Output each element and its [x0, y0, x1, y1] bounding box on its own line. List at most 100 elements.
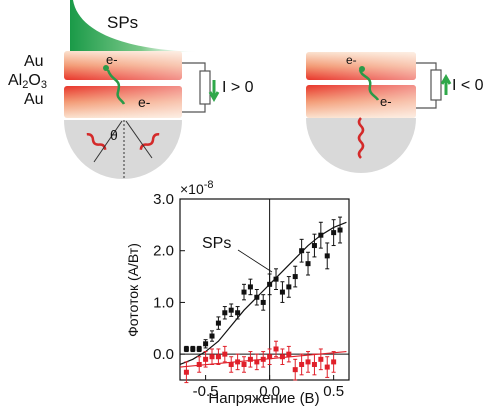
y-multiplier: ×10-8 [180, 179, 214, 197]
right-top-highlight [306, 52, 416, 80]
data-point [331, 230, 337, 236]
y-tick-label: 3.0 [153, 191, 174, 208]
right-light-wave [357, 117, 365, 159]
data-point [286, 351, 292, 357]
data-point [209, 354, 215, 360]
data-point [286, 284, 292, 290]
data-point [299, 361, 305, 367]
left-circuit-wire [182, 62, 206, 113]
y-tick-label: 1.0 [153, 294, 174, 311]
data-point [267, 281, 273, 287]
chart-points [183, 216, 343, 384]
y-axis-label: Фототок (А/Вт) [125, 243, 141, 337]
left-current-arrow [208, 80, 220, 103]
data-point [196, 346, 202, 352]
data-point [254, 359, 260, 365]
data-point [228, 361, 234, 367]
x-tick-label: -0.5 [193, 383, 219, 400]
data-point [305, 261, 311, 267]
au-top-label: Au [24, 53, 44, 70]
electron-dot-right [359, 66, 365, 72]
data-point [222, 310, 228, 316]
data-point [247, 356, 253, 362]
reflected-ray [125, 120, 153, 159]
data-point [292, 367, 298, 373]
data-point [292, 274, 298, 280]
left-resistor [199, 70, 211, 105]
sp-annotation: SPs [202, 235, 231, 252]
oxide-al: Al [8, 72, 22, 89]
x-axis-label: Напряжение (В) [208, 390, 319, 407]
right-current-arrow [440, 73, 452, 95]
data-point [235, 310, 241, 316]
oxide-o: O [28, 72, 40, 89]
data-point [215, 354, 221, 360]
y-tick-label: 2.0 [153, 243, 174, 260]
data-point [318, 232, 324, 238]
data-point [260, 299, 266, 305]
oxide-sub-2: 2 [22, 79, 28, 91]
reflected-light [139, 133, 160, 150]
right-resistor [430, 69, 442, 101]
left-schematic: SPs Au Al2O3 Au e- e- θ I > 0 [8, 0, 254, 179]
chart-frame [179, 198, 350, 381]
y-multiplier-exp: -8 [204, 179, 214, 191]
electron-path-left [106, 69, 126, 105]
data-point [318, 356, 324, 362]
data-point [324, 364, 330, 370]
right-electron-top-label: e- [346, 53, 357, 67]
data-point [311, 243, 317, 249]
electron-bottom-label: e- [138, 94, 151, 110]
au-bottom-label: Au [24, 91, 44, 108]
data-point [260, 356, 266, 362]
data-point [299, 248, 305, 254]
data-point [311, 361, 317, 367]
right-current-label: I < 0 [452, 77, 484, 94]
right-electron-bottom-label: e- [380, 94, 392, 109]
data-point [235, 359, 241, 365]
data-point [203, 341, 209, 347]
data-point [222, 351, 228, 357]
x-tick-label: 0.5 [323, 383, 344, 400]
right-circuit-wire [416, 62, 437, 109]
incident-ray [93, 120, 123, 163]
oxide-label: Al2O3 [8, 72, 47, 91]
data-point [273, 346, 279, 352]
electron-top-label: e- [106, 52, 118, 67]
electron-path-right [358, 69, 380, 101]
data-point [183, 346, 189, 352]
y-tick-label: 0.0 [153, 346, 174, 363]
data-point [267, 354, 273, 360]
left-prism [64, 120, 182, 179]
data-point [324, 253, 330, 259]
data-point [196, 361, 202, 367]
data-point [279, 289, 285, 295]
electron-dot-left [103, 65, 109, 71]
angle-symbol: θ [110, 127, 118, 143]
right-bottom-highlight [306, 85, 416, 118]
data-point [209, 333, 215, 339]
data-point [279, 354, 285, 360]
x-tick-label: 0.0 [259, 383, 280, 400]
oxide-sub-3: 3 [41, 79, 47, 91]
sp-annotation-leader [237, 249, 273, 273]
left-current-label: I > 0 [222, 79, 254, 96]
data-point [331, 359, 337, 365]
data-point [183, 369, 189, 375]
data-point [247, 284, 253, 290]
data-point [337, 227, 343, 233]
photocurrent-chart: -0.5 0.0 0.5 0.0 1.0 2.0 3.0 ×10-8 Напряжение … [125, 179, 350, 407]
incident-light [86, 133, 107, 150]
data-point [215, 320, 221, 326]
data-point [241, 289, 247, 295]
data-point [273, 276, 279, 282]
data-point [254, 294, 260, 300]
chart-ticks: -0.5 0.0 0.5 0.0 1.0 2.0 3.0 [153, 191, 344, 400]
data-point [190, 346, 196, 352]
surface-plasmon-wave [70, 0, 200, 52]
right-schematic: e- e- I < 0 [306, 52, 484, 173]
data-point [241, 361, 247, 367]
right-prism [306, 118, 416, 173]
